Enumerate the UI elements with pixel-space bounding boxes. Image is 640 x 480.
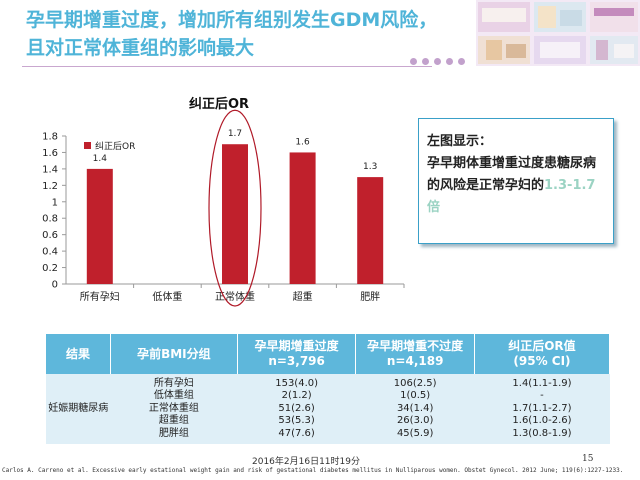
- group-label: 正常体重组: [148, 402, 199, 414]
- decoration-dot: [446, 58, 453, 65]
- group-label: 所有孕妇: [153, 377, 194, 389]
- footer-date: 2016年2月16日11时19分: [252, 457, 360, 467]
- excess-value: 53(5.3): [278, 415, 315, 427]
- bar: [222, 144, 248, 284]
- data-label: 1.4: [93, 154, 108, 164]
- table-cell-or: 1.4(1.1-1.9) - 1.7(1.1-2.7) 1.6(1.0-2.6)…: [474, 374, 610, 444]
- results-table: 结果 孕前BMI分组 孕早期增重过度 n=3,796 孕早期增重不过度 n=4,…: [46, 334, 611, 444]
- y-tick-label: 0.8: [42, 214, 58, 225]
- table-header-outcome: 结果: [46, 334, 111, 374]
- excess-value: 47(7.6): [278, 427, 315, 439]
- x-tick-label: 超重: [293, 290, 313, 303]
- legend-label: 纠正后OR: [95, 141, 135, 152]
- decoration-dot: [422, 58, 429, 65]
- table-cell-groups: 所有孕妇 低体重组 正常体重组 超重组 肥胖组: [110, 374, 238, 444]
- bar-chart: 纠正后OR 0 0.2 0.4 0.6 0.8 1 1.2 1.4 1.6 1.8 所有孕妇 1.4 低体…: [26, 92, 416, 314]
- not-excess-value: 1(0.5): [400, 390, 431, 402]
- table-header-adjusted-or: 纠正后OR值 (95% CI): [474, 334, 611, 374]
- page-number: 15: [582, 454, 594, 464]
- y-tick-label: 1.4: [42, 164, 58, 175]
- note-highlight: 1.3-1.7倍: [427, 178, 596, 215]
- citation: Carlos A. Carreno et al. Excessive early…: [2, 467, 624, 474]
- y-tick-label: 1.6: [42, 148, 58, 159]
- excess-value: 2(1.2): [281, 390, 312, 402]
- y-tick-label: 1.2: [42, 181, 58, 192]
- table-cell-outcome: 妊娠期糖尿病: [46, 374, 111, 444]
- header-photo-collage: [476, 0, 640, 66]
- table-row: 妊娠期糖尿病 所有孕妇 低体重组 正常体重组 超重组 肥胖组 153(4.0) …: [46, 374, 610, 444]
- decoration-dot: [458, 58, 465, 65]
- group-label: 超重组: [158, 415, 189, 427]
- header-divider: [22, 66, 432, 67]
- note-body: 孕早期体重增重过度患糖尿病的风险是正常孕妇的: [427, 156, 597, 193]
- or-value: 1.7(1.1-2.7): [512, 402, 572, 414]
- table-header-not-excess-gain: 孕早期增重不过度 n=4,189: [355, 334, 475, 374]
- or-value: -: [540, 390, 544, 402]
- not-excess-value: 45(5.9): [396, 427, 434, 439]
- chart-title: 纠正后OR: [189, 96, 249, 112]
- data-label: 1.3: [363, 162, 377, 172]
- legend-swatch: [84, 142, 91, 149]
- y-tick-label: 1: [52, 197, 58, 208]
- header-photo-collage-image: [476, 0, 640, 66]
- or-value: 1.3(0.8-1.9): [512, 427, 572, 439]
- excess-value: 51(2.6): [278, 402, 315, 414]
- bar: [289, 152, 316, 284]
- group-label: 肥胖组: [158, 427, 189, 439]
- x-tick-label: 肥胖: [360, 291, 380, 303]
- x-tick-label: 所有孕妇: [80, 290, 120, 303]
- table-header-row: 结果 孕前BMI分组 孕早期增重过度 n=3,796 孕早期增重不过度 n=4,…: [46, 334, 611, 374]
- data-label: 1.6: [295, 137, 310, 147]
- not-excess-value: 106(2.5): [393, 377, 437, 389]
- decoration-dot: [410, 58, 417, 65]
- or-value: 1.4(1.1-1.9): [512, 377, 572, 389]
- table-header-excess-gain: 孕早期增重过度 n=3,796: [237, 334, 357, 374]
- table-cell-excess: 153(4.0) 2(1.2) 51(2.6) 53(5.3) 47(7.6): [237, 374, 356, 444]
- note-heading: 左图显示：: [427, 134, 493, 149]
- y-tick-label: 0.6: [42, 230, 58, 241]
- y-tick-label: 1.8: [42, 132, 58, 143]
- decoration-dot: [434, 58, 441, 65]
- y-tick-label: 0.4: [42, 247, 58, 258]
- x-tick-label: 低体重: [152, 290, 182, 303]
- data-label: 1.7: [228, 129, 242, 139]
- not-excess-value: 26(3.0): [396, 415, 434, 427]
- bar: [86, 168, 113, 284]
- table-header-bmi-group: 孕前BMI分组: [110, 334, 238, 374]
- not-excess-value: 34(1.4): [396, 402, 434, 414]
- excess-value: 153(4.0): [275, 377, 319, 389]
- group-label: 低体重组: [153, 390, 194, 402]
- slide-title: 孕早期增重过度，增加所有组别发生GDM风险， 且对正常体重组的影响最大: [26, 9, 438, 59]
- or-value: 1.6(1.0-2.6): [512, 415, 572, 427]
- table-cell-not-excess: 106(2.5) 1(0.5) 34(1.4) 26(3.0) 45(5.9): [355, 374, 475, 444]
- y-tick-label: 0.2: [42, 263, 58, 274]
- bar: [357, 177, 384, 284]
- bar-chart-svg: 纠正后OR 0 0.2 0.4 0.6 0.8 1 1.2 1.4 1.6 1.8 所有孕妇 1.4 低体…: [42, 96, 405, 307]
- y-tick-label: 0: [52, 280, 58, 291]
- highlight-ellipse: [208, 109, 262, 307]
- note-box: 左图显示： 孕早期体重增重过度患糖尿病的风险是正常孕妇的1.3-1.7倍: [418, 118, 614, 244]
